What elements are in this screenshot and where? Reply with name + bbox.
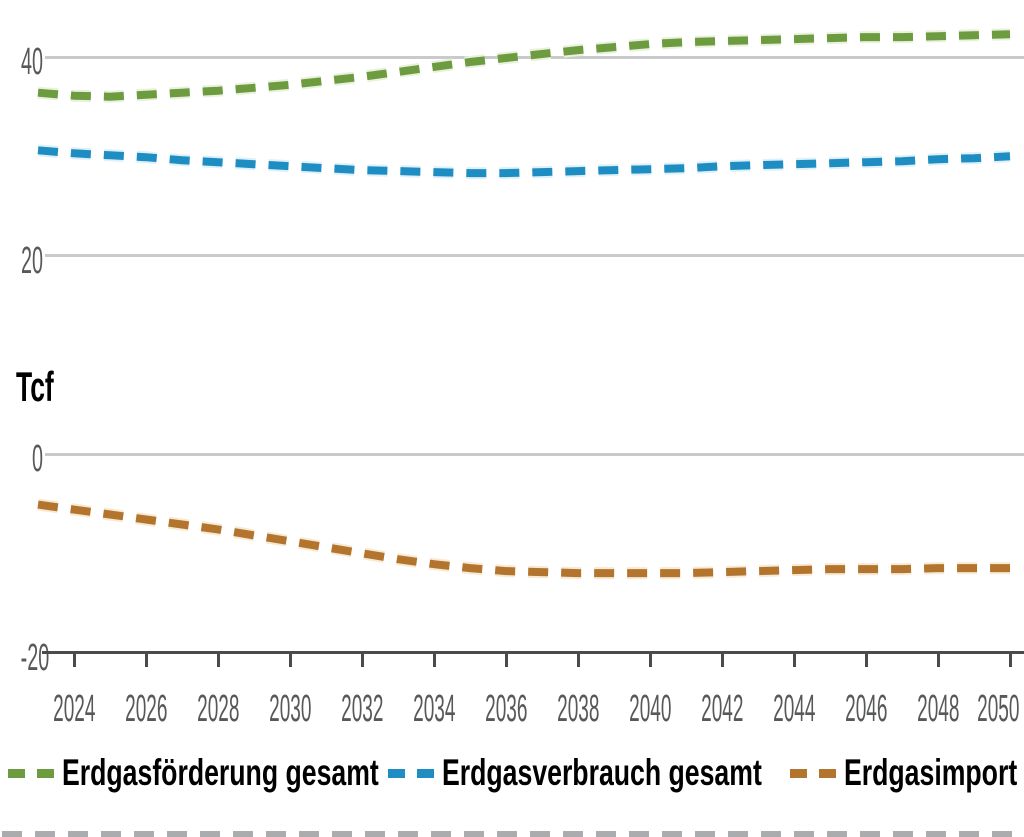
y-tick-label: 20 bbox=[21, 239, 43, 282]
y-axis-unit-label: Tcf bbox=[16, 363, 54, 410]
x-tick-label: 2044 bbox=[772, 688, 816, 730]
y-tick-label: -20 bbox=[20, 636, 50, 679]
x-axis-tick bbox=[72, 654, 76, 667]
legend-item-erdgasimport: Erdgasimport bbox=[790, 752, 1024, 794]
series-halo-1 bbox=[37, 144, 1011, 180]
x-axis-tick bbox=[504, 654, 508, 667]
legend-item-erdgasfoerderung: Erdgasförderung gesamt bbox=[8, 752, 502, 794]
gridline-0 bbox=[45, 452, 1024, 456]
x-axis-tick bbox=[792, 654, 796, 667]
x-axis-tick bbox=[864, 654, 868, 667]
x-tick-label: 2038 bbox=[556, 688, 600, 730]
x-axis-line bbox=[42, 651, 1024, 654]
series-line-1 bbox=[37, 146, 1011, 178]
x-tick-label: 2026 bbox=[124, 688, 168, 730]
legend-label: Erdgasförderung gesamt bbox=[62, 752, 379, 793]
erdgasfoerderung-swatch bbox=[8, 768, 54, 778]
x-axis-tick bbox=[432, 654, 436, 667]
gridline-40 bbox=[45, 55, 1024, 59]
x-axis-tick bbox=[576, 654, 580, 667]
erdgasverbrauch-swatch bbox=[388, 768, 434, 778]
x-tick-label: 2042 bbox=[700, 688, 744, 730]
legend-label: Erdgasimport bbox=[844, 752, 1018, 793]
series-halo-0 bbox=[37, 28, 1011, 103]
y-tick-label: 40 bbox=[21, 41, 43, 83]
x-tick-label: 2032 bbox=[340, 688, 384, 730]
legend-item-erdgasverbrauch: Erdgasverbrauch gesamt bbox=[388, 752, 886, 794]
legend-label: Erdgasverbrauch gesamt bbox=[442, 752, 762, 793]
erdgasimport-swatch bbox=[790, 768, 836, 778]
x-axis-tick bbox=[1008, 654, 1012, 667]
x-tick-label: 2040 bbox=[628, 688, 672, 730]
x-tick-label: 2046 bbox=[844, 688, 888, 730]
x-axis-tick bbox=[288, 654, 292, 667]
gridline-20 bbox=[45, 254, 1024, 257]
x-axis-tick bbox=[648, 654, 652, 667]
y-tick-label: 0 bbox=[32, 438, 43, 480]
x-tick-label: 2030 bbox=[268, 688, 312, 730]
x-tick-label: 2028 bbox=[196, 688, 240, 730]
series-halo-2 bbox=[37, 498, 1010, 580]
x-axis-tick bbox=[936, 654, 940, 667]
x-axis-tick bbox=[720, 654, 724, 667]
series-line-2 bbox=[37, 500, 1010, 578]
x-tick-label: 2048 bbox=[916, 688, 960, 730]
x-tick-label: 2050 bbox=[976, 688, 1020, 730]
x-axis-tick bbox=[360, 654, 364, 667]
cropped-dashed-line bbox=[2, 831, 1024, 837]
x-tick-label: 2034 bbox=[412, 688, 456, 730]
legend: Erdgasförderung gesamt Erdgasverbrauch g… bbox=[0, 752, 1024, 794]
x-axis-tick bbox=[216, 654, 220, 667]
x-tick-label: 2036 bbox=[484, 688, 528, 730]
x-tick-label: 2024 bbox=[52, 688, 96, 730]
x-axis-tick bbox=[144, 654, 148, 667]
series-line-0 bbox=[37, 30, 1011, 101]
